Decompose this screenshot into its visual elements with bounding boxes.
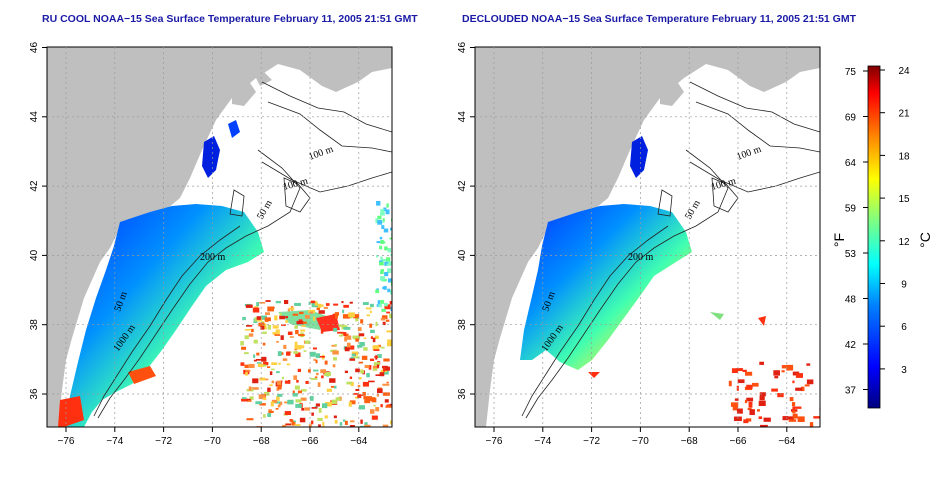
lon-tick-label: −72	[583, 436, 600, 447]
lon-tick-label: −64	[778, 436, 795, 447]
lat-tick-label: 38	[457, 319, 468, 331]
celsius-tick-label: 18	[898, 151, 910, 162]
fahrenheit-tick-label: 48	[845, 295, 857, 306]
fahrenheit-tick-label: 53	[845, 249, 857, 260]
fahrenheit-tick-label: 42	[845, 340, 857, 351]
lon-tick-label: −68	[253, 436, 270, 447]
lon-tick-label: −64	[350, 436, 367, 447]
lon-tick-label: −66	[302, 436, 319, 447]
lon-tick-label: −70	[204, 436, 221, 447]
lat-tick-label: 46	[457, 42, 468, 54]
lat-tick-label: 42	[29, 180, 40, 192]
sst-field	[66, 204, 264, 427]
lat-tick-label: 46	[29, 42, 40, 54]
fahrenheit-unit: °F	[831, 233, 847, 247]
lon-tick-label: −70	[632, 436, 649, 447]
colorbar-ramp	[867, 65, 881, 409]
lon-tick-label: −68	[681, 436, 698, 447]
contour-label: 200 m	[628, 252, 654, 263]
celsius-tick-label: 3	[901, 365, 907, 376]
warm-patches	[240, 200, 392, 427]
celsius-tick-label: 24	[898, 66, 910, 77]
fahrenheit-tick-label: 69	[845, 113, 857, 124]
lat-tick-label: 36	[29, 388, 40, 400]
fahrenheit-tick-label: 37	[845, 386, 857, 397]
map-title: DECLOUDED NOAA−15 Sea Surface Temperatur…	[462, 13, 857, 25]
colorbar: 75 69 64 59 53 48 42 37 24 21 18 15 12 9 6 3 °F °C	[831, 65, 933, 409]
lat-tick-label: 38	[29, 319, 40, 331]
lat-tick-label: 36	[457, 388, 468, 400]
lat-tick-label: 44	[29, 111, 40, 123]
celsius-unit: °C	[917, 232, 933, 248]
lon-tick-label: −72	[155, 436, 172, 447]
lat-tick-label: 42	[457, 180, 468, 192]
fahrenheit-tick-label: 64	[845, 158, 857, 169]
lon-tick-label: −66	[730, 436, 747, 447]
celsius-tick-label: 6	[901, 322, 907, 333]
depth-contours	[93, 81, 392, 419]
celsius-tick-label: 15	[898, 194, 910, 205]
lat-tick-label: 40	[457, 249, 468, 261]
celsius-tick-label: 9	[901, 280, 907, 291]
lon-tick-label: −74	[106, 436, 123, 447]
land-mass	[47, 47, 392, 427]
lon-tick-label: −74	[534, 436, 551, 447]
graticule	[475, 47, 820, 427]
lon-tick-label: −76	[486, 436, 503, 447]
celsius-tick-label: 12	[898, 237, 910, 248]
sst-field	[520, 204, 692, 370]
celsius-tick-label: 21	[898, 109, 910, 120]
fahrenheit-tick-label: 59	[845, 204, 857, 215]
map-panel-raw: RU COOL NOAA−15 Sea Surface Temperature …	[29, 13, 418, 447]
graticule	[47, 47, 392, 427]
map-title: RU COOL NOAA−15 Sea Surface Temperature …	[42, 13, 418, 25]
contour-label: 200 m	[200, 252, 226, 263]
lon-tick-label: −76	[58, 436, 75, 447]
lat-tick-label: 40	[29, 249, 40, 261]
lat-tick-label: 44	[457, 111, 468, 123]
map-panel-declouded: DECLOUDED NOAA−15 Sea Surface Temperatur…	[457, 13, 857, 447]
fahrenheit-tick-label: 75	[845, 67, 857, 78]
